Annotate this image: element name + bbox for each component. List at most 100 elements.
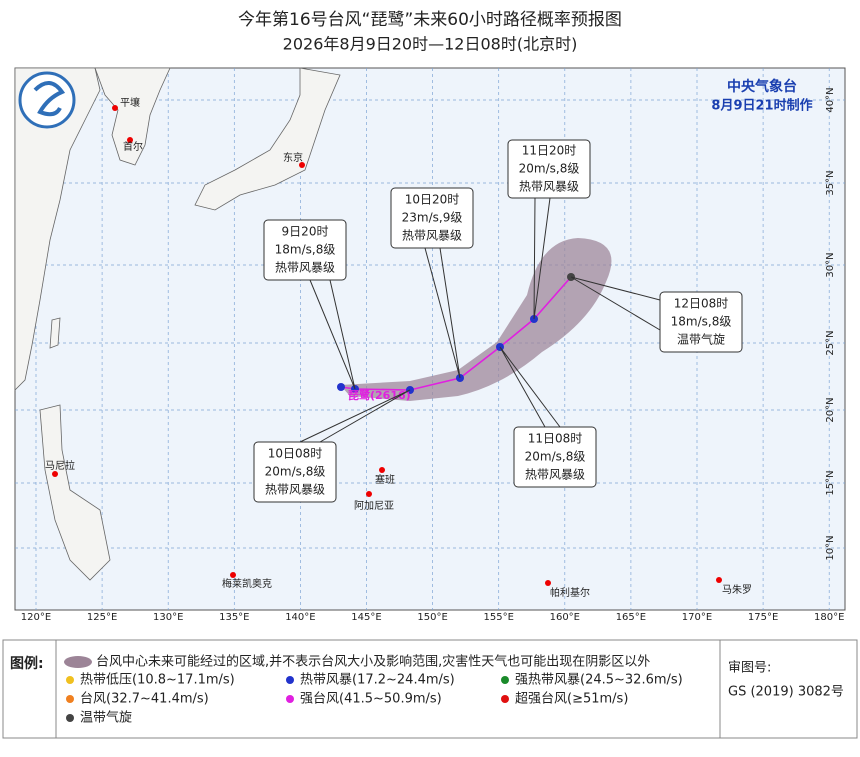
callout-pointer	[424, 247, 461, 379]
taiwan	[49, 317, 61, 349]
callout-pointer	[570, 276, 661, 331]
callout-level: 温带气旋	[677, 332, 725, 347]
lon-label: 180°E	[814, 612, 844, 623]
callout-time: 12日08时	[674, 297, 729, 311]
lon-label: 175°E	[748, 612, 778, 623]
legend-marker	[501, 676, 509, 684]
callout-wind: 20m/s,8级	[265, 465, 326, 479]
lon-label: 150°E	[417, 612, 447, 623]
lon-label: 140°E	[285, 612, 315, 623]
legend-cone-text: 台风中心未来可能经过的区域,并不表示台风大小及影响范围,灾害性天气也可能出现在阴…	[96, 654, 650, 670]
subtitle: 2026年8月9日20时—12日08时(北京时)	[283, 35, 578, 54]
callout-pointer	[533, 197, 551, 320]
china-coast	[14, 67, 101, 391]
lat-label: 10°N	[825, 535, 836, 560]
city-dot	[127, 137, 133, 143]
callout-time: 9日20时	[282, 225, 329, 239]
legend-marker	[286, 676, 294, 684]
callout-level: 热带风暴级	[275, 261, 335, 275]
grid: 120°E 125°E 130°E 135°E 140°E 145°E 150°E 155°E…	[15, 68, 845, 623]
probability-cone	[340, 238, 612, 401]
lat-label: 35°N	[825, 170, 836, 195]
review-label: 审图号:	[728, 661, 771, 676]
legend-item: 台风(32.7~41.4m/s)	[80, 692, 209, 707]
legend-marker	[501, 695, 509, 703]
callout-time: 10日20时	[405, 193, 460, 207]
city-dot	[366, 491, 372, 497]
review-code: GS (2019) 3082号	[728, 685, 844, 700]
track-point	[337, 383, 345, 391]
city: 东京	[283, 151, 303, 164]
callout-box	[263, 219, 347, 281]
callout-level: 热带风暴级	[519, 180, 579, 194]
legend-items: 热带低压(10.8~17.1m/s) 热带风暴(17.2~24.4m/s) 强热带风…	[66, 673, 683, 726]
callouts: 9日20时18m/s,8级热带风暴级10日08时20m/s,8级热带风暴级10日…	[253, 139, 743, 503]
lon-label: 160°E	[550, 612, 580, 623]
callout-box	[659, 291, 743, 353]
cities: 平壤 首尔 东京 马尼拉 塞班 阿加尼亚 梅莱凯奥克 帕利基尔 马朱罗	[45, 96, 752, 599]
city: 首尔	[123, 140, 143, 153]
korea	[94, 67, 171, 166]
lat-label: 15°N	[825, 470, 836, 495]
japan	[194, 67, 341, 211]
lon-label: 170°E	[682, 612, 712, 623]
callout-pointer	[309, 279, 356, 390]
callout-time: 10日08时	[268, 447, 323, 461]
city-dot	[299, 162, 305, 168]
city-dot	[112, 105, 118, 111]
city-dot	[545, 580, 551, 586]
callout-box	[253, 441, 337, 503]
callout-box	[513, 426, 597, 488]
callout-time: 11日08时	[528, 432, 583, 446]
lat-label: 20°N	[825, 397, 836, 422]
city: 马朱罗	[722, 584, 752, 596]
callout-pointer	[299, 389, 411, 443]
city-dot	[230, 572, 236, 578]
city: 梅莱凯奥克	[222, 577, 272, 590]
legend-item: 热带风暴(17.2~24.4m/s)	[300, 673, 455, 688]
legend-marker	[66, 676, 74, 684]
legend-marker	[66, 714, 74, 722]
lon-label: 120°E	[21, 612, 51, 623]
lon-label: 155°E	[483, 612, 513, 623]
city: 帕利基尔	[550, 586, 590, 599]
callout-wind: 18m/s,8级	[275, 243, 336, 257]
legend-marker	[286, 695, 294, 703]
callout-pointer	[499, 346, 561, 428]
callout-time: 11日20时	[522, 144, 577, 158]
legend-item: 温带气旋	[80, 710, 132, 726]
city-dot	[52, 471, 58, 477]
callout-wind: 20m/s,8级	[519, 162, 580, 176]
lon-label: 125°E	[87, 612, 117, 623]
legend-item: 超强台风(≥51m/s)	[515, 692, 628, 707]
city: 平壤	[120, 96, 140, 109]
lon-label: 145°E	[351, 612, 381, 623]
callout-box	[507, 139, 591, 199]
lat-label: 25°N	[825, 330, 836, 355]
logo-mark	[33, 81, 66, 117]
callout-wind: 23m/s,9级	[402, 211, 463, 225]
lon-label: 135°E	[219, 612, 249, 623]
lat-label: 40°N	[825, 87, 836, 112]
city: 塞班	[375, 473, 395, 486]
philippines	[39, 404, 111, 581]
callout-level: 热带风暴级	[265, 483, 325, 497]
legend-marker	[66, 695, 74, 703]
agency-issued: 8月9日21时制作	[711, 98, 812, 114]
callout-box	[390, 187, 474, 249]
lon-label: 130°E	[153, 612, 183, 623]
legend-title: 图例:	[10, 655, 44, 672]
city-dot	[379, 467, 385, 473]
callout-level: 热带风暴级	[402, 229, 462, 243]
map: 120°E 125°E 130°E 135°E 140°E 145°E 150°E 155°E…	[14, 67, 846, 623]
legend-item: 强热带风暴(24.5~32.6m/s)	[515, 673, 683, 688]
callout-wind: 18m/s,8级	[671, 315, 732, 329]
callout-level: 热带风暴级	[525, 468, 585, 482]
legend-frame	[2, 639, 858, 739]
city: 马尼拉	[45, 459, 75, 472]
agency-name: 中央气象台	[727, 78, 797, 95]
legend-item: 强台风(41.5~50.9m/s)	[300, 692, 442, 707]
legend-item: 热带低压(10.8~17.1m/s)	[80, 673, 235, 688]
legend-cone	[64, 656, 92, 668]
